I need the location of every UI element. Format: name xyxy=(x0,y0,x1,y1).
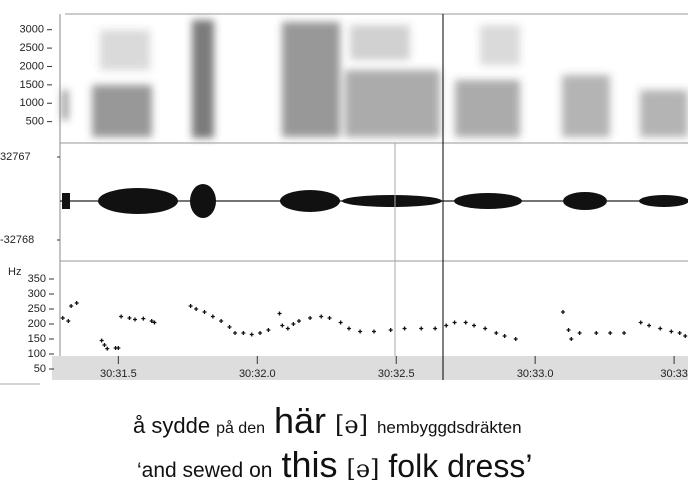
pitch-point xyxy=(102,343,106,347)
y-tick-label: -32768 xyxy=(0,234,34,246)
pitch-point xyxy=(514,337,518,341)
pitch-point xyxy=(567,328,571,332)
y-tick-label: 300 xyxy=(28,288,46,300)
y-tick-label: 1500 xyxy=(20,79,44,91)
pitch-point xyxy=(250,333,254,337)
spectrogram-image xyxy=(62,20,688,138)
caption-line2: ‘and sewed on this [ə] folk dress’ xyxy=(137,444,532,486)
pitch-point xyxy=(258,331,262,335)
y-tick-label: 2000 xyxy=(20,60,44,72)
pitch-point xyxy=(241,331,245,335)
y-tick-label: 3000 xyxy=(20,24,44,36)
caption-line1: å sydde på den här [ə] hembyggdsdräkten xyxy=(133,400,522,442)
x-tick-label: 30:33.0 xyxy=(517,368,554,380)
pitch-point xyxy=(347,327,351,331)
x-tick-label: 30:33 xyxy=(660,368,688,380)
analysis-view: 500 1000 1500 2000 2500 3000 -32768 32767 50 100 1… xyxy=(0,0,688,385)
pitch-point xyxy=(266,328,270,332)
caption-text: å sydde xyxy=(133,413,210,439)
pitch-point xyxy=(291,322,295,326)
pitch-point xyxy=(622,331,626,335)
pitch-point xyxy=(494,331,498,335)
pitch-point xyxy=(133,318,137,322)
pitch-point xyxy=(669,330,673,334)
pitch-point xyxy=(372,330,376,334)
pitch-point xyxy=(319,315,323,319)
x-tick-label: 30:31.5 xyxy=(100,368,137,380)
pitch-point xyxy=(569,337,573,341)
caption-text: folk dress’ xyxy=(388,448,532,485)
y-tick-label: 2500 xyxy=(20,42,44,54)
x-tick-label: 30:32.0 xyxy=(239,368,276,380)
pitch-point xyxy=(683,334,687,338)
waveform-image xyxy=(60,184,688,218)
caption-text: hembyggdsdräkten xyxy=(377,418,522,438)
pitch-point xyxy=(141,317,145,321)
pitch-point xyxy=(339,321,343,325)
pitch-point xyxy=(278,312,282,316)
y-tick-label: 50 xyxy=(34,363,46,375)
pitch-point xyxy=(389,328,393,332)
pitch-point xyxy=(66,319,70,323)
pitch-point xyxy=(61,316,65,320)
x-tick-label: 30:32.5 xyxy=(378,368,415,380)
pitch-point xyxy=(608,331,612,335)
caption-word: this xyxy=(281,444,337,486)
pitch-point xyxy=(308,316,312,320)
pitch-point xyxy=(194,307,198,311)
y-tick-label: 350 xyxy=(28,273,46,285)
pitch-point xyxy=(228,325,232,329)
pitch-point xyxy=(119,315,123,319)
pitch-point xyxy=(116,346,120,350)
pitch-point xyxy=(472,324,476,328)
y-tick-label: 100 xyxy=(28,348,46,360)
time-strip xyxy=(52,356,688,380)
y-tick-label: 150 xyxy=(28,333,46,345)
pitch-point xyxy=(578,331,582,335)
pitch-point xyxy=(211,315,215,319)
pitch-point xyxy=(233,331,237,335)
pitch-point xyxy=(453,321,457,325)
pitch-point xyxy=(280,324,284,328)
pitch-point xyxy=(105,347,109,351)
pitch-point xyxy=(444,324,448,328)
pitch-point xyxy=(503,334,507,338)
pitch-point xyxy=(219,319,223,323)
y-tick-label: 200 xyxy=(28,318,46,330)
caption-ipa: [ə] xyxy=(346,455,379,483)
pitch-point xyxy=(189,304,193,308)
pitch-point xyxy=(358,330,362,334)
pitch-point xyxy=(433,327,437,331)
caption-ipa: [ə] xyxy=(335,411,368,439)
y-tick-label: 1000 xyxy=(20,97,44,109)
y-tick-label: 500 xyxy=(26,116,44,128)
pitch-point xyxy=(69,304,73,308)
pitch-point xyxy=(202,310,206,314)
pitch-point xyxy=(100,339,104,343)
pitch-point xyxy=(658,327,662,331)
pitch-point xyxy=(464,321,468,325)
y-tick-label: 250 xyxy=(28,303,46,315)
pitch-point xyxy=(286,327,290,331)
pitch-point xyxy=(328,316,332,320)
pitch-point xyxy=(483,327,487,331)
pitch-point xyxy=(419,327,423,331)
y-axis-label: Hz xyxy=(8,266,21,278)
pitch-point xyxy=(647,324,651,328)
caption-word: här xyxy=(274,400,326,442)
pitch-point xyxy=(75,301,79,305)
caption-text: på den xyxy=(216,420,265,438)
y-tick-label: 32767 xyxy=(0,151,31,163)
pitch-point xyxy=(297,319,301,323)
pitch-point xyxy=(127,316,131,320)
pitch-point xyxy=(639,321,643,325)
pitch-point xyxy=(561,310,565,314)
pitch-point xyxy=(403,327,407,331)
caption-text: ‘and sewed on xyxy=(137,459,272,483)
page: 500 1000 1500 2000 2500 3000 -32768 32767 50 100 1… xyxy=(0,0,688,493)
pitch-point xyxy=(678,331,682,335)
pitch-point xyxy=(594,331,598,335)
